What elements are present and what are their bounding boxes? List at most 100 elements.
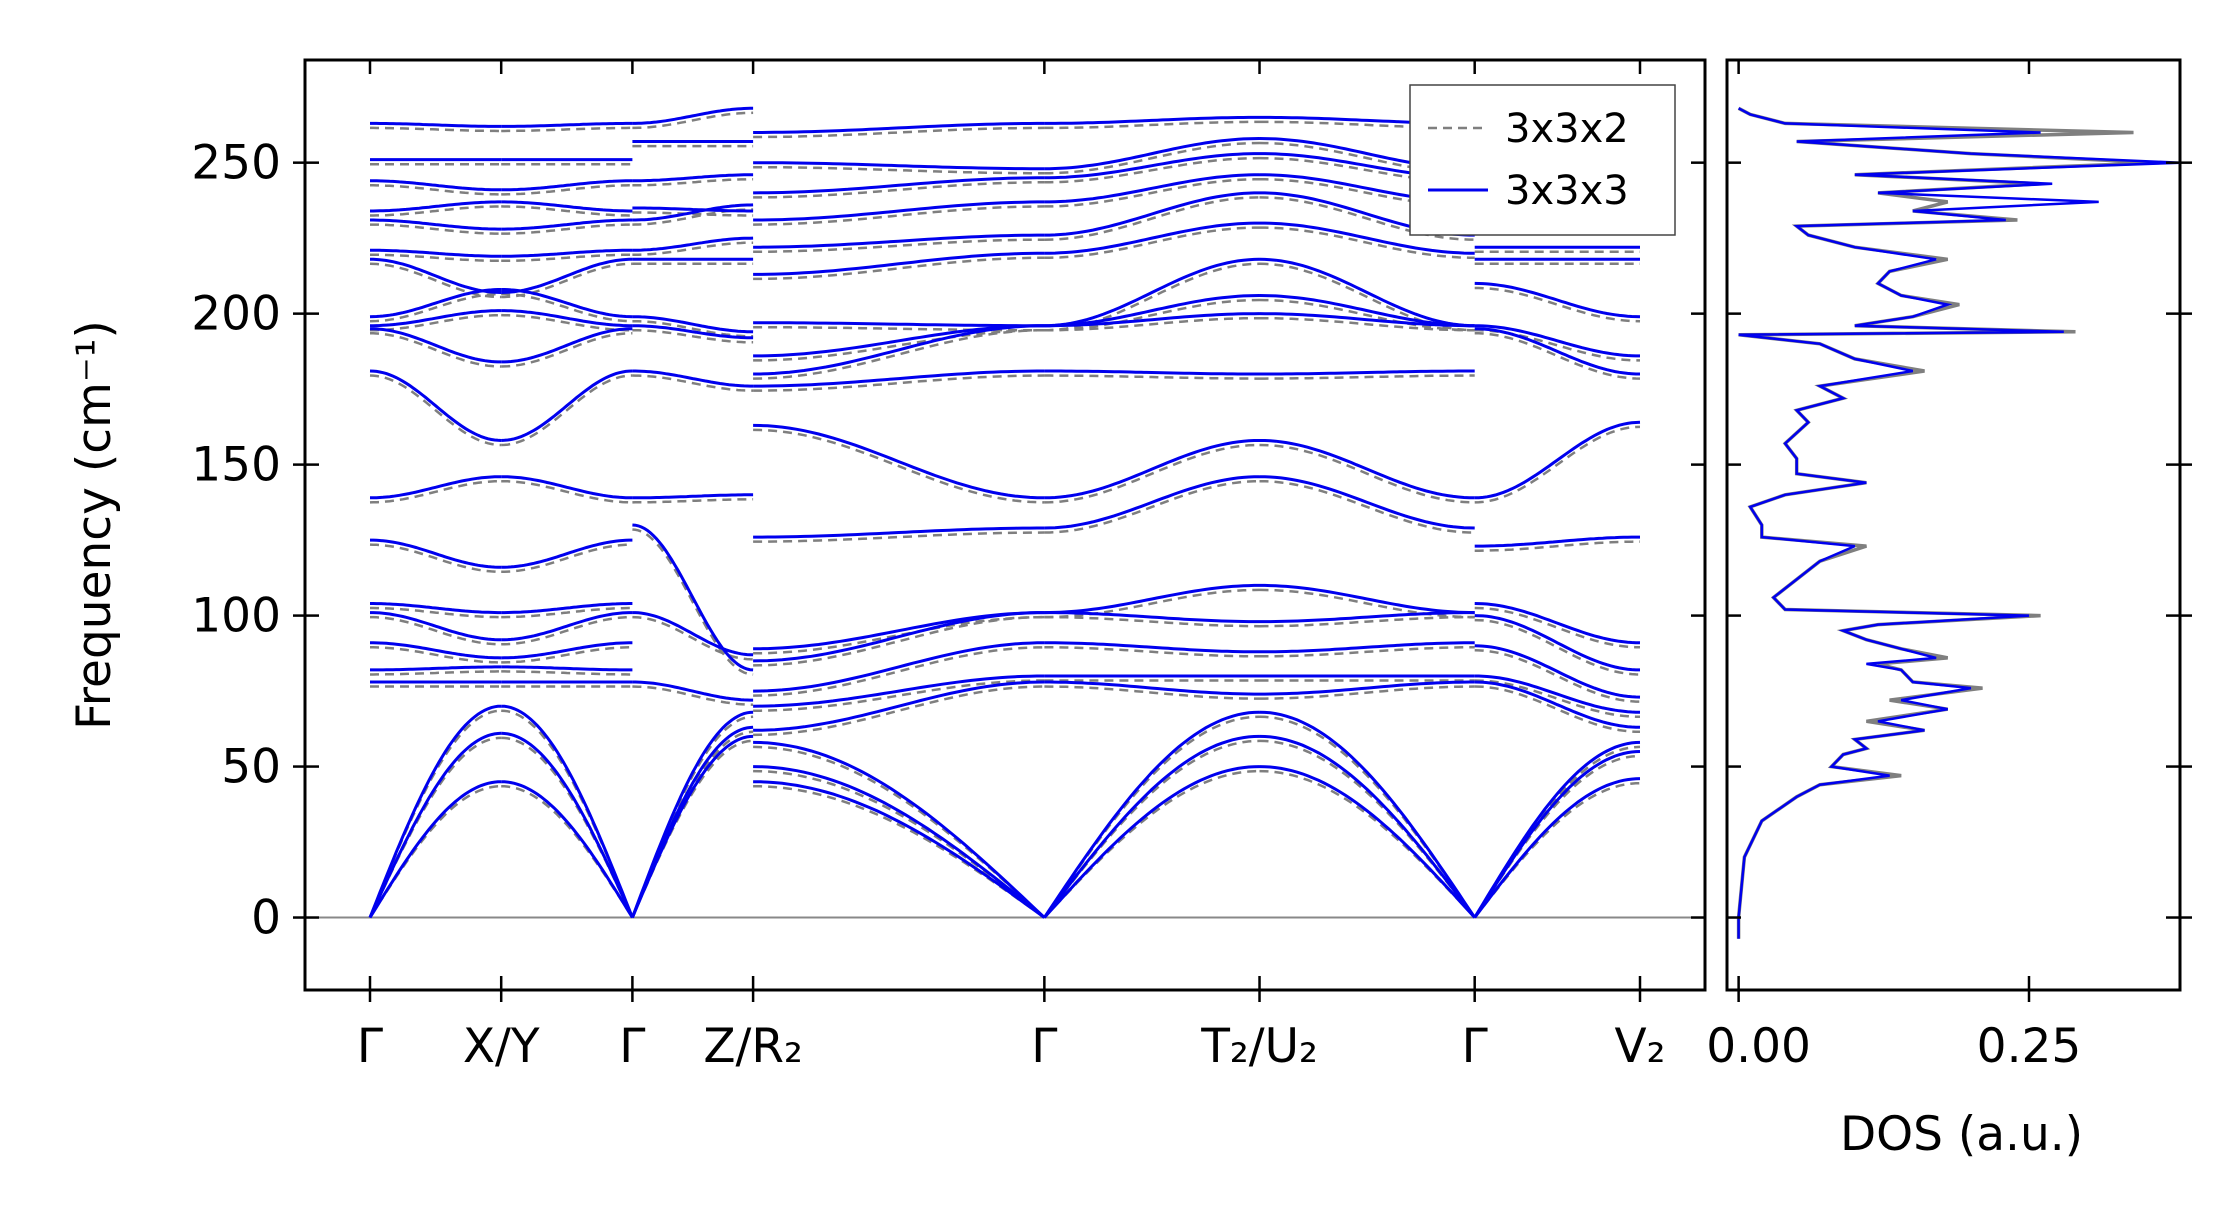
ytick-label: 50 xyxy=(221,740,281,795)
band-branch xyxy=(1044,479,1260,534)
band-branch xyxy=(753,765,1046,919)
kpoint-label: Γ xyxy=(1462,1019,1488,1074)
band-branch xyxy=(1259,641,1475,654)
band-branch xyxy=(753,641,1045,693)
band-branch xyxy=(631,725,754,919)
band-branch xyxy=(501,200,633,213)
band-branch xyxy=(1473,740,1641,919)
band-branch xyxy=(369,327,502,364)
band-branch xyxy=(753,611,1045,663)
band-branch xyxy=(369,374,502,447)
band-branch xyxy=(501,205,633,217)
band-branch xyxy=(753,328,1045,362)
series-3x3x3-bands xyxy=(368,106,1641,919)
band-branch xyxy=(753,611,1045,651)
band-branch xyxy=(1259,685,1475,700)
band-branch xyxy=(1474,644,1641,699)
band-branch xyxy=(753,680,1045,732)
band-branch xyxy=(1474,327,1640,376)
band-branch xyxy=(1044,196,1260,241)
band-branch xyxy=(501,479,633,504)
band-branch xyxy=(501,253,633,263)
band-branch xyxy=(753,784,1046,919)
band-branch xyxy=(753,321,1045,328)
band-branch xyxy=(501,646,633,664)
band-branch xyxy=(370,475,502,500)
band-branch xyxy=(1044,152,1260,180)
band-branch xyxy=(1043,765,1260,919)
band-branch xyxy=(1259,710,1476,919)
band-branch xyxy=(753,615,1045,655)
band-branch xyxy=(501,606,633,619)
band-branch xyxy=(1044,191,1260,237)
band-branch xyxy=(1259,646,1475,658)
band-branch xyxy=(1043,715,1260,919)
band-branch xyxy=(370,205,502,217)
band-branch xyxy=(501,611,633,642)
legend-label-3x3x3: 3x3x3 xyxy=(1505,168,1629,214)
band-branch xyxy=(753,745,1046,919)
band-branch xyxy=(753,251,1045,276)
band-branch xyxy=(369,543,502,574)
band-branch xyxy=(632,369,754,388)
dos-xtick-label: 0.25 xyxy=(1977,1019,2082,1074)
band-branch xyxy=(370,606,502,619)
band-branch xyxy=(1474,328,1640,362)
band-branch xyxy=(1259,739,1476,919)
band-branch xyxy=(1044,611,1260,624)
band-branch xyxy=(753,374,1045,392)
band-branch xyxy=(1474,674,1640,714)
band-branch xyxy=(501,309,633,328)
band-branch xyxy=(753,646,1045,697)
band-branch xyxy=(370,121,502,128)
band-branch xyxy=(370,218,502,231)
band-branch xyxy=(501,670,633,676)
kpoint-label: T₂/U₂ xyxy=(1200,1019,1318,1074)
band-branch xyxy=(753,233,1045,249)
band-branch xyxy=(1044,443,1260,504)
band-branch xyxy=(370,200,502,213)
legend-box xyxy=(1409,84,1676,236)
band-branch xyxy=(753,181,1045,199)
band-branch xyxy=(630,710,754,919)
kpoint-label: V₂ xyxy=(1615,1019,1666,1074)
band-branch xyxy=(1259,120,1475,130)
band-branch xyxy=(370,126,502,133)
band-branch xyxy=(369,479,502,504)
band-branch xyxy=(631,730,754,918)
ytick-label: 0 xyxy=(251,891,281,946)
band-branch xyxy=(753,685,1045,737)
band-branch xyxy=(1259,443,1475,504)
band-branch xyxy=(632,611,754,657)
band-branch xyxy=(1474,324,1640,358)
band-branch xyxy=(632,324,754,340)
band-branch xyxy=(501,313,633,332)
band-branch xyxy=(1474,420,1641,500)
band-branch xyxy=(1259,588,1475,619)
band-branch xyxy=(368,736,502,919)
band-branch xyxy=(1044,173,1260,204)
frequency-axis-title: Frequency (cm⁻¹) xyxy=(67,320,122,730)
band-branch xyxy=(1474,281,1641,319)
dos-curve-3x3x3 xyxy=(1737,107,2181,939)
dos-curve-3x3x2 xyxy=(1736,106,2157,939)
band-branch xyxy=(1044,115,1260,125)
band-branch xyxy=(632,498,754,504)
band-branch xyxy=(753,126,1045,139)
band-branch xyxy=(370,332,502,368)
band-branch xyxy=(632,680,754,702)
band-branch xyxy=(1259,369,1475,376)
ytick-label: 150 xyxy=(191,438,281,493)
band-branch xyxy=(632,208,754,226)
band-branch xyxy=(370,615,502,646)
dos-axis-ticks: 0.00 0.25 xyxy=(1706,60,2192,1074)
band-branch xyxy=(501,327,633,364)
band-branch xyxy=(501,736,634,919)
band-branch xyxy=(1259,615,1475,628)
band-branch xyxy=(1044,641,1260,654)
band-branch xyxy=(1259,680,1475,696)
band-branch xyxy=(753,256,1045,281)
ytick-label: 200 xyxy=(191,287,281,342)
band-branch xyxy=(370,670,502,676)
band-branch xyxy=(370,646,502,664)
